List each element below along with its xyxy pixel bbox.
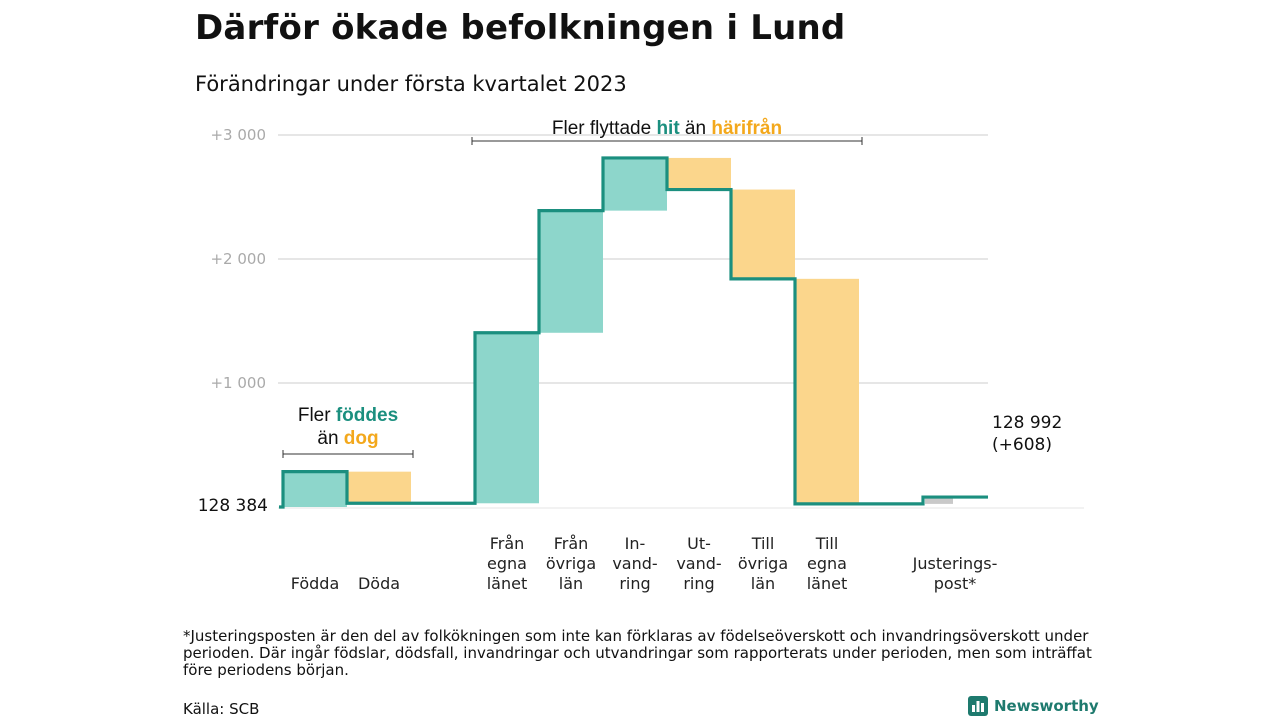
- category-label: Från övriga län: [546, 534, 596, 593]
- decrease-bar: [731, 189, 795, 279]
- source-label: Källa: SCB: [183, 700, 260, 718]
- page-subtitle: Förändringar under första kvartalet 2023: [195, 72, 627, 96]
- y-tick-label: +1 000: [210, 374, 266, 392]
- category-label: Födda: [291, 574, 340, 593]
- end-change-label: (+608): [992, 435, 1052, 455]
- category-label: Från egna länet: [487, 534, 528, 593]
- category-label: Ut-vand-ring: [676, 534, 721, 593]
- category-label: Justerings-post*: [912, 554, 998, 593]
- migration-annotation-text: Fler flyttade hit än härifrån: [552, 118, 782, 139]
- brand-logo: Newsworthy: [968, 696, 1099, 716]
- increase-bar: [283, 471, 347, 507]
- births-annotation: Fler föddes än dog: [282, 405, 414, 458]
- decrease-bar: [667, 157, 731, 190]
- cumulative-step-line: [279, 156, 988, 509]
- category-label: Till egna länet: [807, 534, 848, 593]
- births-annotation-line2-hl: dog: [344, 428, 379, 449]
- births-annotation-line1-pre: Fler: [298, 405, 336, 426]
- bar-chart-logo-icon: [968, 696, 988, 716]
- increase-bar: [539, 210, 603, 333]
- end-value-label: 128 992: [992, 413, 1062, 433]
- births-annotation-line1-hl: föddes: [336, 405, 398, 426]
- migration-annotation-pre: Fler flyttade: [552, 118, 657, 139]
- adjustment-bar: [925, 497, 953, 504]
- increase-bar: [603, 157, 667, 211]
- page-title: Därför ökade befolkningen i Lund: [195, 8, 846, 48]
- births-annotation-line2-pre: än: [317, 428, 343, 449]
- births-annotation-line2: än dog: [317, 428, 378, 449]
- label-layer: Födda Döda Från egna länet Från övriga län In-va…: [291, 534, 998, 593]
- y-tick-label: +2 000: [210, 250, 266, 268]
- grid-layer: +1 000 +2 000 +3 000: [210, 126, 1084, 509]
- brand-name: Newsworthy: [994, 697, 1099, 715]
- category-label: In-vand-ring: [612, 534, 657, 593]
- births-annotation-line1: Fler föddes: [298, 405, 398, 426]
- category-label: Till övriga län: [738, 534, 788, 593]
- migration-annotation-mid: än: [680, 118, 712, 139]
- migration-annotation-harifran: härifrån: [711, 118, 782, 139]
- y-tick-label: +3 000: [210, 126, 266, 144]
- start-value-label: 128 384: [198, 496, 268, 516]
- bar-layer: [283, 157, 953, 507]
- decrease-bar: [347, 471, 411, 504]
- line-layer: [279, 156, 988, 509]
- increase-bar: [475, 332, 539, 504]
- migration-annotation-hit: hit: [656, 118, 680, 139]
- category-label: Döda: [358, 574, 400, 593]
- migration-annotation: Fler flyttade hit än härifrån: [471, 118, 863, 145]
- decrease-bar: [795, 278, 859, 504]
- footnote: *Justeringsposten är den del av folkökni…: [183, 627, 1092, 679]
